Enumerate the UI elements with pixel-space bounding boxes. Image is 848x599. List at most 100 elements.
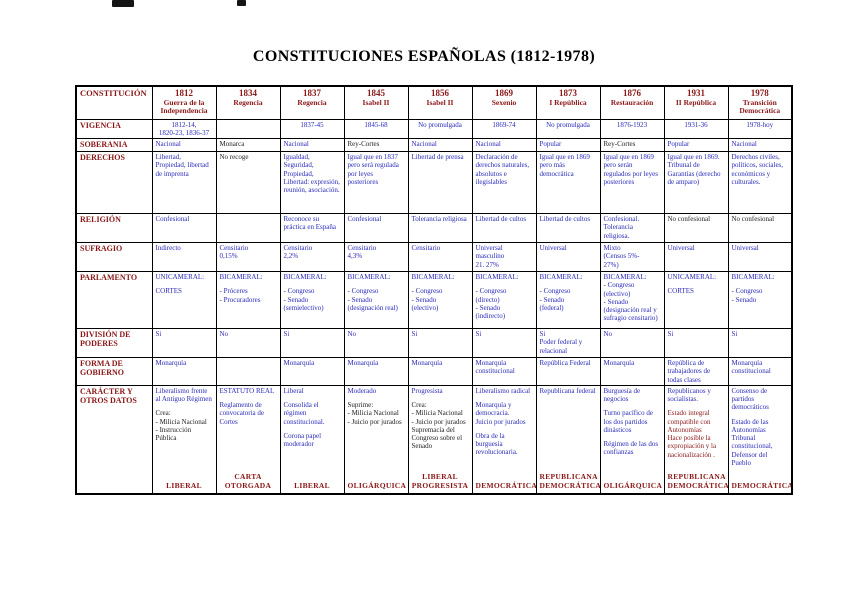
cell-text: No promulgada: [418, 120, 462, 129]
cell-text: No: [603, 330, 613, 338]
cell-content: Monarquía constitucional: [476, 359, 533, 376]
table-cell: 1876-1923: [599, 118, 665, 139]
column-year: 1931: [687, 88, 705, 98]
cell-content: Rey-Cortes: [604, 140, 661, 148]
cell-text: DEMOCRÁTICA: [731, 480, 792, 490]
cell-content: Moderado Suprime: - Milicia Nacional - Juic…: [347, 387, 407, 491]
cell-content: 1845-68: [348, 121, 405, 129]
cell-content: Monarquía: [348, 359, 405, 367]
cell-text: (directo): [475, 295, 500, 304]
cell-text: - Congreso: [539, 287, 571, 296]
cell-text: Censitario: [411, 244, 441, 252]
table-cell: Monarquía constitucional: [471, 357, 537, 386]
cell-content: Republicana federal REPUBLICANA DEMOCRÁTI…: [540, 387, 600, 491]
cell-text: - Congreso: [475, 287, 507, 296]
cell-text: Confesional: [155, 215, 190, 223]
cell-content: BICAMERAL: - Congreso - Senado (designación…: [348, 273, 405, 312]
cell-content: Mixto (Censos 5%- 27%): [604, 244, 661, 269]
cell-text: Igual que en 1837 pero será regulada por…: [347, 153, 399, 186]
cell-content: 1931-36: [668, 121, 725, 129]
column-header-1845: 1845 Isabel II: [343, 85, 409, 120]
cell-content: BICAMERAL: - Próceres - Procuradores: [220, 273, 277, 304]
table-cell: Libertad de prensa: [407, 151, 473, 214]
cell-text: Tribunal constitucional,: [731, 434, 773, 451]
cell-text: (electivo): [411, 303, 439, 312]
table-cell: Liberalismo frente al Antiguo Régimen Cre…: [151, 384, 217, 495]
page-title: CONSTITUCIONES ESPAÑOLAS (1812-1978): [252, 48, 596, 65]
table-cell: Libertad de cultos: [471, 213, 537, 243]
cell-content: UNICAMERAL: CORTES: [156, 273, 213, 296]
cell-text: 27%): [603, 260, 619, 269]
cell-classification: DEMOCRÁTICA: [475, 480, 536, 491]
table-cell: Universal: [535, 242, 601, 272]
cell-content: Libertad de prensa: [412, 153, 469, 161]
cell-text: DEMOCRÁTICA: [475, 480, 536, 490]
cell-text: Si: [731, 330, 738, 338]
cell-text: LIBERAL: [294, 480, 330, 490]
row-label: RELIGIÓN: [75, 213, 153, 243]
cell-text: - Milicia Nacional: [347, 409, 399, 418]
table-cell: Universal: [663, 242, 729, 272]
table-cell: BICAMERAL: - Congreso - Senado (designación…: [343, 271, 409, 329]
cell-content: Declaración de derechos naturales, absol…: [476, 153, 533, 186]
cell-classification: OLIGÁRQUICA: [347, 480, 407, 491]
cell-text: OLIGÁRQUICA: [347, 480, 407, 490]
cell-text: Liberal: [283, 386, 304, 395]
cell-content: No confesional: [668, 215, 725, 223]
table-cell: [215, 213, 281, 243]
table-cell: Igualdad, Seguridad, Propiedad, Libertad…: [279, 151, 345, 214]
cell-text: - Senado: [603, 297, 629, 306]
cell-content: Si: [732, 330, 789, 338]
cell-text: - Congreso: [283, 287, 315, 296]
table-cell: Confesional. Tolerancia religiosa.: [599, 213, 665, 243]
cell-text: Popular: [667, 140, 690, 148]
table-cell: BICAMERAL: - Congreso (electivo) - Senado (d…: [599, 271, 665, 329]
cell-text: Supremacía del Congreso sobre el Senado: [411, 425, 463, 451]
cell-text: CORTES: [667, 287, 694, 296]
table-cell: 1845-68: [343, 118, 409, 139]
cell-text: - Congreso: [603, 281, 635, 290]
cell-text: Estado de las Autonomías: [731, 417, 769, 434]
cell-text: Crea:: [411, 401, 427, 409]
cell-text: (indirecto): [475, 312, 506, 320]
cell-content: República de trabajadores de todas clase…: [668, 359, 725, 384]
table-cell: Universal: [727, 242, 793, 272]
row-label: PARLAMENTO: [75, 271, 153, 329]
table-cell: 1812-14, 1820-23, 1836-37: [151, 118, 217, 139]
cell-text: Si: [667, 330, 674, 338]
cell-text: masculino: [475, 252, 505, 261]
table-cell: Confesional: [151, 213, 217, 243]
cell-content: Reconoce su práctica en España: [284, 215, 341, 232]
cell-text: Universal: [475, 244, 503, 252]
table-cell: Libertad, Propiedad, libertad de imprent…: [151, 151, 217, 214]
table-cell: 1978-hoy: [727, 118, 793, 139]
cell-text: (designación real): [347, 303, 398, 312]
cell-text: LIBERAL PROGRESISTA: [411, 472, 469, 490]
cell-content: Si Poder federal y relacional: [540, 330, 597, 355]
cell-content: ESTATUTO REAL Reglamento de convocatoria …: [220, 387, 277, 491]
cell-text: Régimen de las dos confianzas: [603, 440, 659, 457]
cell-text: Libertad, Propiedad, libertad de imprent…: [155, 153, 209, 178]
cell-content: Liberalismo radical Monarquía y democraci…: [475, 387, 536, 491]
cell-content: No: [604, 330, 661, 338]
table-cell: No: [215, 328, 281, 358]
table-cell: Nacional: [407, 138, 473, 152]
cell-text: (electivo): [603, 289, 631, 298]
cell-text: BICAMERAL:: [731, 273, 775, 281]
cell-content: Si: [476, 330, 533, 338]
cell-text: - Senado: [283, 295, 309, 304]
cell-text: Universal: [731, 244, 759, 252]
cell-content: No: [348, 330, 405, 338]
cell-text: Defensor del Pueblo: [731, 450, 768, 467]
cell-content: Progresista Crea: - Milicia Nacional - Juic…: [412, 387, 469, 491]
cell-text: Suprime:: [347, 401, 374, 409]
column-header-1873: 1873 I República: [535, 85, 601, 120]
cell-content: Consenso de partidos democráticos Estado …: [731, 387, 792, 491]
column-year: 1845: [367, 88, 385, 98]
cell-content: Nacional: [156, 140, 213, 148]
cell-content: 1869-74: [476, 121, 533, 129]
table-cell: Igual que en 1869. Tribunal de Garantías…: [663, 151, 729, 214]
column-period: I República: [549, 97, 587, 107]
cell-content: Tolerancia religiosa: [412, 215, 469, 223]
column-period: Isabel II: [426, 97, 454, 107]
